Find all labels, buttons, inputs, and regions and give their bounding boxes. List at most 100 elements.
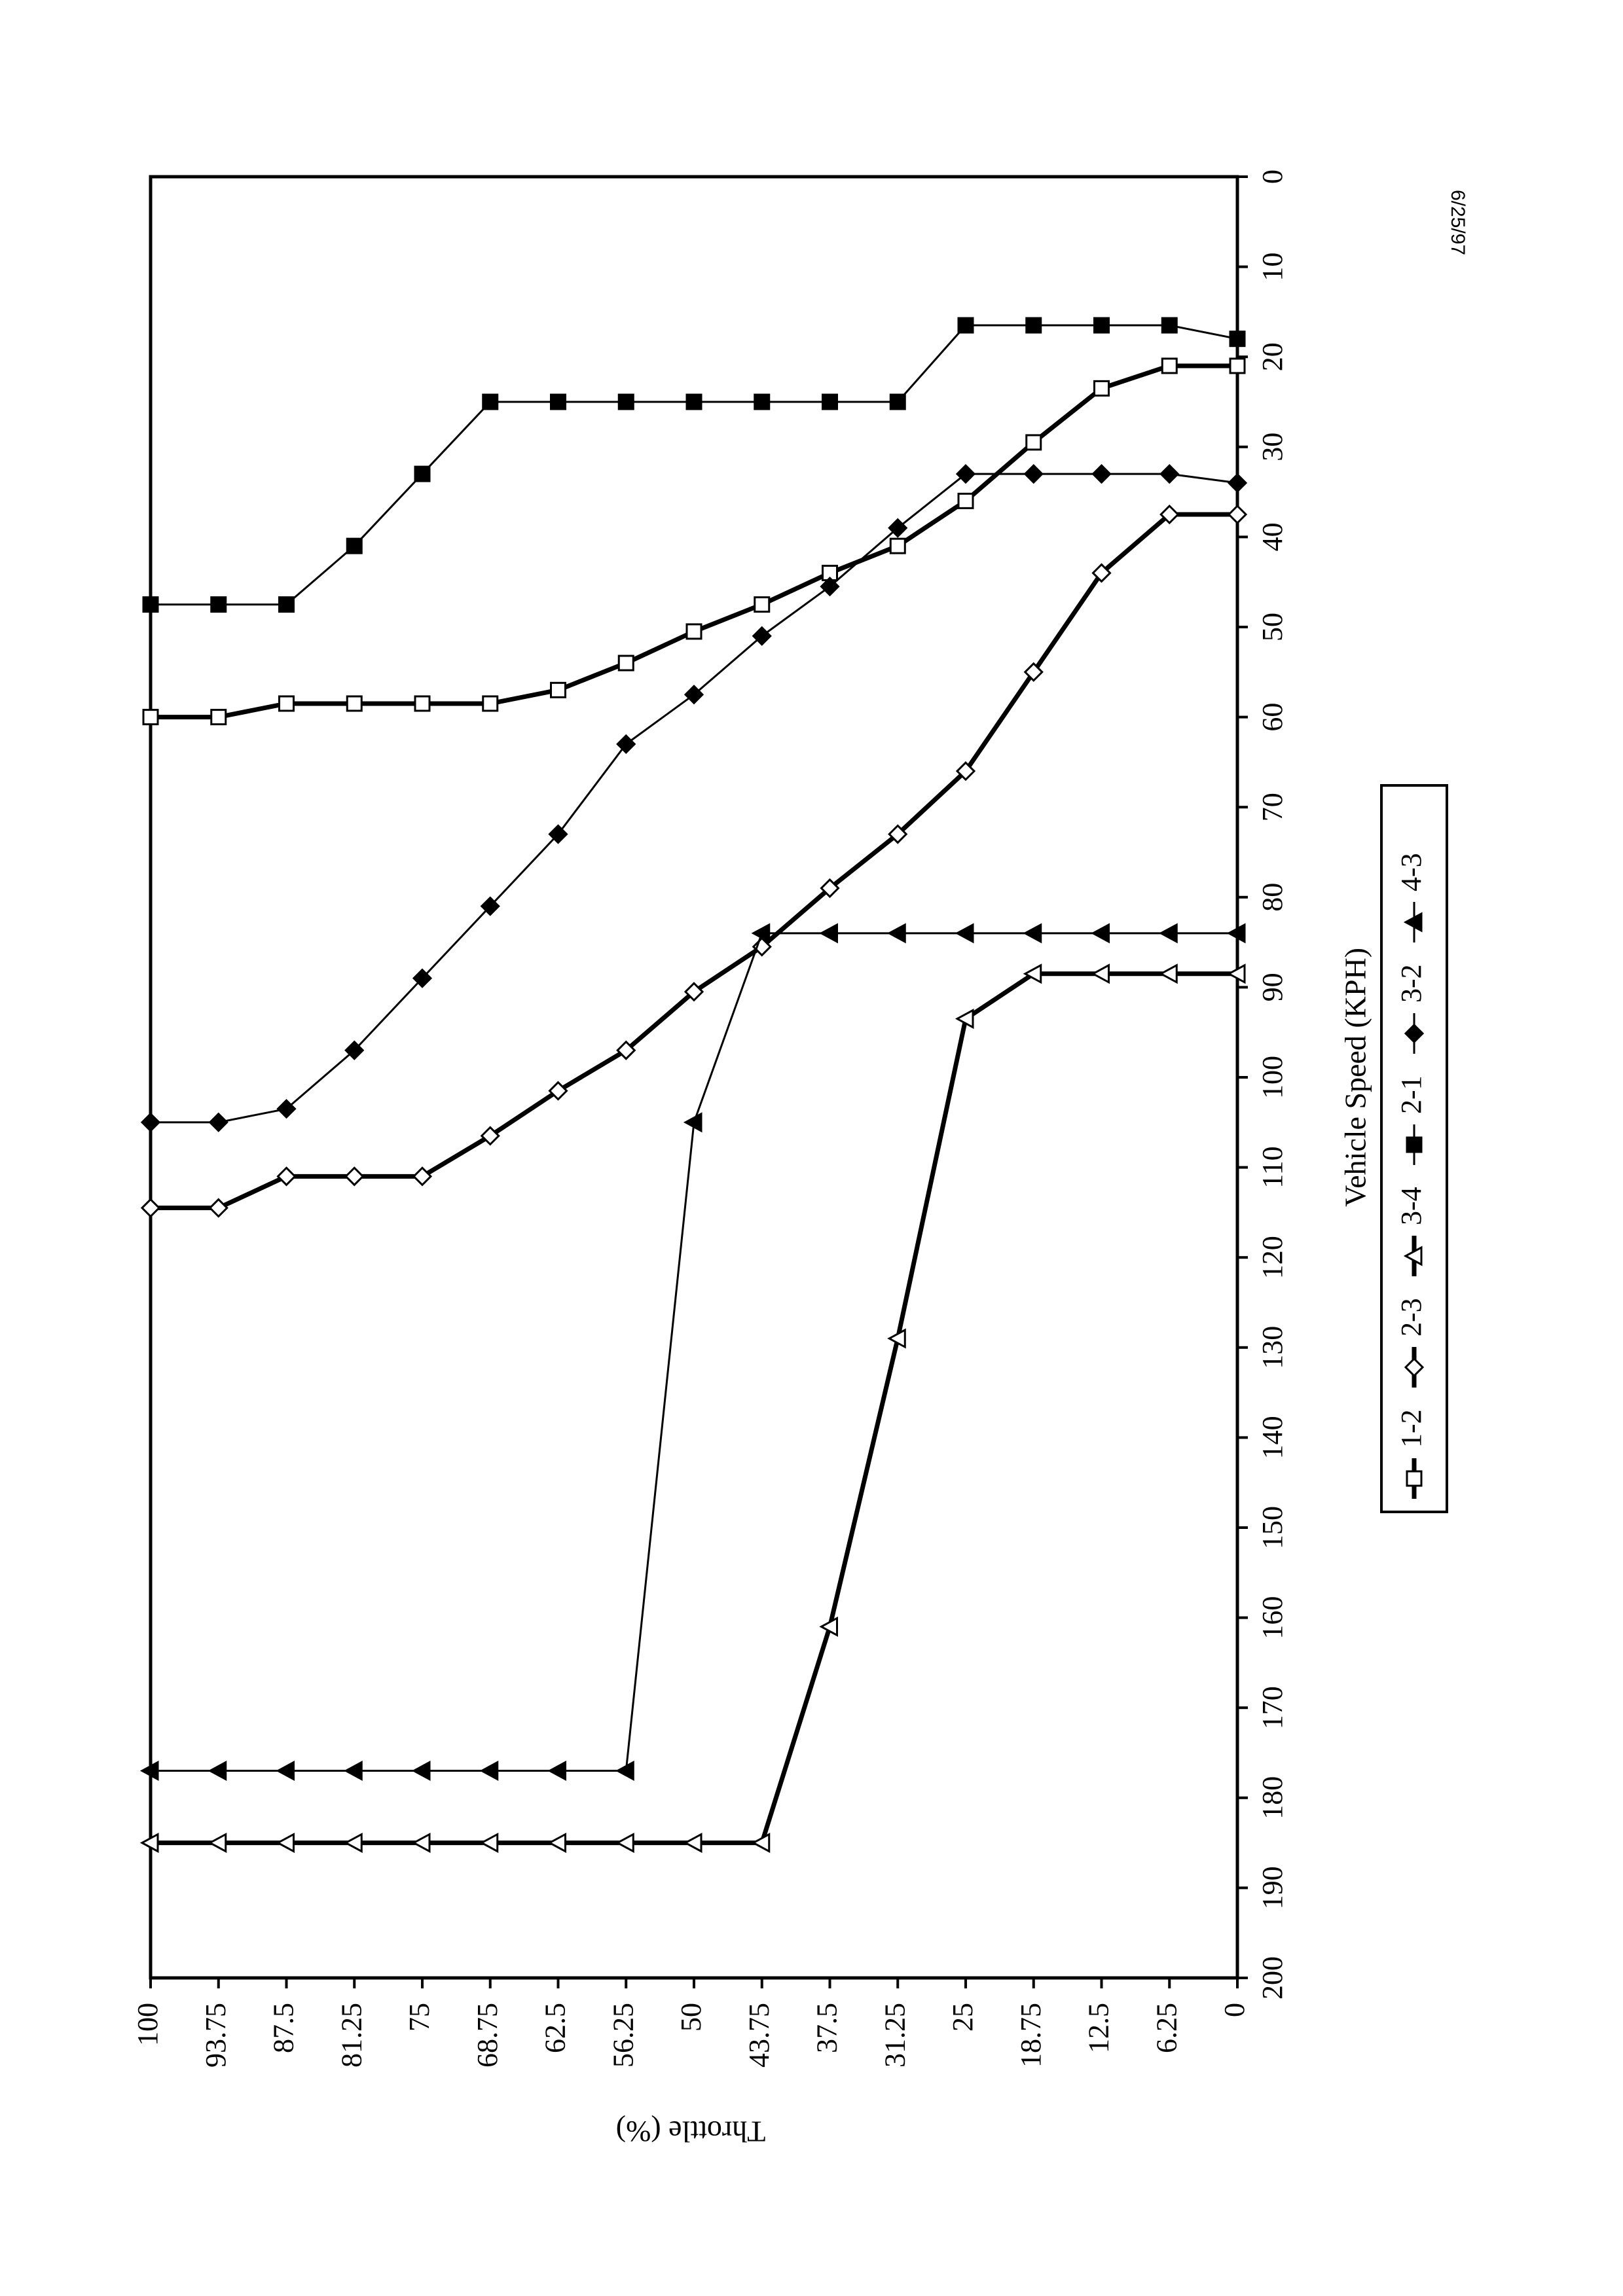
- data-point-3-4: [683, 1833, 702, 1854]
- speed-tick-label: 40: [1256, 522, 1288, 551]
- throttle-tick-label: 62.5: [539, 2003, 572, 2053]
- data-point-2-1: [1161, 317, 1178, 334]
- data-point-3-2: [1227, 473, 1248, 493]
- throttle-axis-ticks: 100 93.75 87.5 81.25 75 68.75 62.5 56.25 50 43.75…: [132, 1978, 1250, 2068]
- speed-tick-label: 180: [1256, 1776, 1288, 1820]
- date-stamp: 6/25/97: [1447, 190, 1468, 255]
- data-point-1-2: [685, 623, 702, 640]
- throttle-tick-label: 75: [403, 2003, 435, 2032]
- speed-tick-label: 150: [1256, 1506, 1288, 1549]
- plot-frame: [149, 175, 1239, 1980]
- data-point-2-3: [276, 1166, 297, 1187]
- data-point-3-4: [547, 1833, 566, 1854]
- legend-label-1-2: 1-2: [1395, 1409, 1427, 1448]
- data-point-2-1: [346, 537, 363, 554]
- series-1-2: [142, 357, 1246, 726]
- throttle-tick-label: 31.25: [879, 2003, 911, 2068]
- data-point-3-4: [344, 1833, 363, 1854]
- data-point-3-2: [344, 1040, 365, 1060]
- speed-tick-label: 160: [1256, 1596, 1288, 1640]
- throttle-tick-label: 25: [947, 2003, 979, 2032]
- data-point-2-3: [344, 1166, 365, 1187]
- speed-axis-ticks: 0 10 20 30 40 50 60 70 80 90 100 110 120 130 140 150 160…: [1237, 170, 1288, 2000]
- speed-tick-label: 70: [1256, 793, 1288, 821]
- legend-marker-1-2: [1406, 1470, 1423, 1487]
- data-point-3-4: [615, 1833, 634, 1854]
- data-point-3-4: [1091, 963, 1110, 984]
- series-line-2-1: [151, 324, 1238, 606]
- data-point-2-1: [822, 393, 838, 410]
- data-point-4-3: [547, 1761, 566, 1782]
- speed-tick-label: 140: [1256, 1416, 1288, 1459]
- data-point-3-2: [480, 896, 500, 916]
- data-point-1-2: [1093, 380, 1110, 397]
- data-point-2-3: [1159, 504, 1180, 525]
- throttle-tick-label: 50: [675, 2003, 707, 2032]
- data-point-3-4: [411, 1833, 431, 1854]
- data-point-1-2: [278, 695, 295, 712]
- data-point-4-3: [208, 1761, 227, 1782]
- data-point-1-2: [482, 695, 499, 712]
- legend-marker-2-3: [1404, 1357, 1425, 1378]
- data-point-2-3: [1023, 662, 1044, 682]
- data-point-3-2: [548, 824, 568, 844]
- data-point-2-1: [142, 596, 159, 613]
- data-point-3-4: [1226, 963, 1246, 984]
- speed-tick-label: 110: [1256, 1146, 1288, 1188]
- data-point-3-4: [955, 1009, 974, 1030]
- data-point-2-1: [685, 393, 702, 410]
- data-point-2-3: [820, 878, 840, 899]
- speed-tick-label: 0: [1256, 170, 1288, 184]
- data-point-4-3: [955, 923, 974, 944]
- x-axis-title: Vehicle Speed (KPH): [1339, 948, 1372, 1207]
- throttle-tick-label: 87.5: [268, 2003, 300, 2053]
- series-2-1: [142, 317, 1246, 613]
- data-point-2-3: [480, 1126, 500, 1146]
- series-line-2-3: [151, 512, 1237, 1211]
- data-point-1-2: [889, 537, 906, 554]
- data-point-2-1: [1025, 317, 1042, 334]
- legend-marker-2-1: [1406, 1136, 1423, 1153]
- data-point-2-1: [482, 393, 499, 410]
- legend-marker-3-4: [1403, 1246, 1423, 1266]
- legend-entry-2-1: 2-1: [1395, 1075, 1427, 1165]
- data-point-4-3: [411, 1761, 431, 1782]
- legend-label-3-4: 3-4: [1395, 1187, 1427, 1225]
- throttle-tick-label: 81.25: [335, 2003, 367, 2068]
- data-point-3-4: [1023, 963, 1042, 984]
- data-point-2-1: [754, 393, 771, 410]
- throttle-tick-label: 37.5: [811, 2003, 843, 2053]
- data-point-2-1: [1093, 317, 1110, 334]
- data-point-3-4: [276, 1833, 295, 1854]
- throttle-tick-label: 12.5: [1083, 2003, 1115, 2053]
- speed-tick-label: 60: [1256, 703, 1288, 732]
- data-point-3-2: [684, 685, 704, 705]
- series-line-3-4: [151, 971, 1237, 1846]
- data-point-3-4: [208, 1833, 227, 1854]
- legend: 1-2 2-3 3-4 2-1 3-2 4-3: [1380, 784, 1448, 1513]
- speed-tick-label: 80: [1256, 883, 1288, 912]
- data-point-2-3: [616, 1040, 636, 1060]
- data-point-1-2: [142, 709, 159, 726]
- data-point-3-2: [276, 1099, 297, 1119]
- data-point-4-3: [683, 1112, 702, 1133]
- legend-entry-3-4: 3-4: [1395, 1187, 1427, 1276]
- speed-tick-label: 10: [1256, 253, 1288, 281]
- data-point-3-2: [140, 1112, 161, 1132]
- data-point-3-2: [752, 626, 772, 646]
- legend-box: [1380, 784, 1448, 1513]
- throttle-tick-label: 100: [132, 2003, 164, 2046]
- data-point-3-4: [139, 1833, 159, 1854]
- throttle-tick-label: 68.75: [471, 2003, 503, 2068]
- data-point-4-3: [751, 923, 771, 944]
- data-point-4-3: [1226, 923, 1246, 944]
- speed-tick-label: 200: [1256, 1956, 1288, 2000]
- data-point-4-3: [887, 923, 906, 944]
- data-point-3-2: [1091, 463, 1112, 484]
- data-point-1-2: [210, 709, 227, 726]
- data-point-2-3: [955, 761, 976, 781]
- data-point-2-1: [210, 596, 227, 613]
- series-3-2: [140, 463, 1248, 1132]
- speed-tick-label: 20: [1256, 342, 1288, 371]
